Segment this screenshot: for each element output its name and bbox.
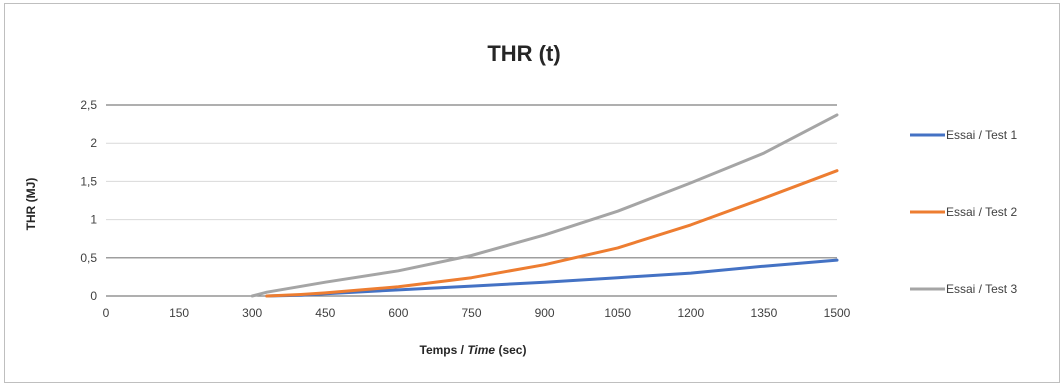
legend-label-2: Essai / Test 2 [946, 205, 1017, 219]
chart-title: THR (t) [487, 41, 560, 66]
y-tick-label: 2 [90, 136, 97, 150]
series-line-2 [265, 169, 839, 298]
y-axis-ticks: 0 0,5 1 1,5 2 2,5 [80, 98, 97, 303]
y-tick-label: 0 [90, 289, 97, 303]
x-axis-title-part-2: Time [467, 343, 495, 357]
x-axis-title-part-1: Temps / [420, 343, 468, 357]
x-axis-title: Temps / Time (sec) [420, 343, 527, 357]
x-axis-title-part-3: (sec) [495, 343, 526, 357]
chart-frame: THR (t) 0 150 300 450 600 750 900 1050 1200 1350 1… [4, 3, 1060, 383]
x-tick-label: 600 [388, 306, 408, 320]
legend-label-1: Essai / Test 1 [946, 128, 1017, 142]
x-tick-label: 0 [103, 306, 110, 320]
series-lines [250, 113, 839, 298]
y-axis-title: THR (MJ) [24, 178, 38, 231]
x-tick-label: 1500 [824, 306, 851, 320]
x-tick-label: 1350 [751, 306, 778, 320]
legend: Essai / Test 1 Essai / Test 2 Essai / Test… [910, 128, 1017, 296]
y-tick-label: 1,5 [80, 174, 97, 188]
legend-label-3: Essai / Test 3 [946, 282, 1017, 296]
y-tick-label: 1 [90, 213, 97, 227]
series-line-3 [250, 113, 839, 298]
x-tick-label: 1200 [677, 306, 704, 320]
x-tick-label: 1050 [604, 306, 631, 320]
x-tick-label: 450 [315, 306, 335, 320]
x-tick-label: 900 [535, 306, 555, 320]
x-tick-label: 150 [169, 306, 189, 320]
y-tick-label: 0,5 [80, 251, 97, 265]
x-tick-label: 300 [242, 306, 262, 320]
x-tick-label: 750 [461, 306, 481, 320]
x-axis-ticks: 0 150 300 450 600 750 900 1050 1200 1350 1500 [103, 306, 851, 320]
line-chart: THR (t) 0 150 300 450 600 750 900 1050 1200 1350 1… [24, 41, 1017, 357]
grid-lines [106, 104, 837, 297]
y-tick-label: 2,5 [80, 98, 97, 112]
